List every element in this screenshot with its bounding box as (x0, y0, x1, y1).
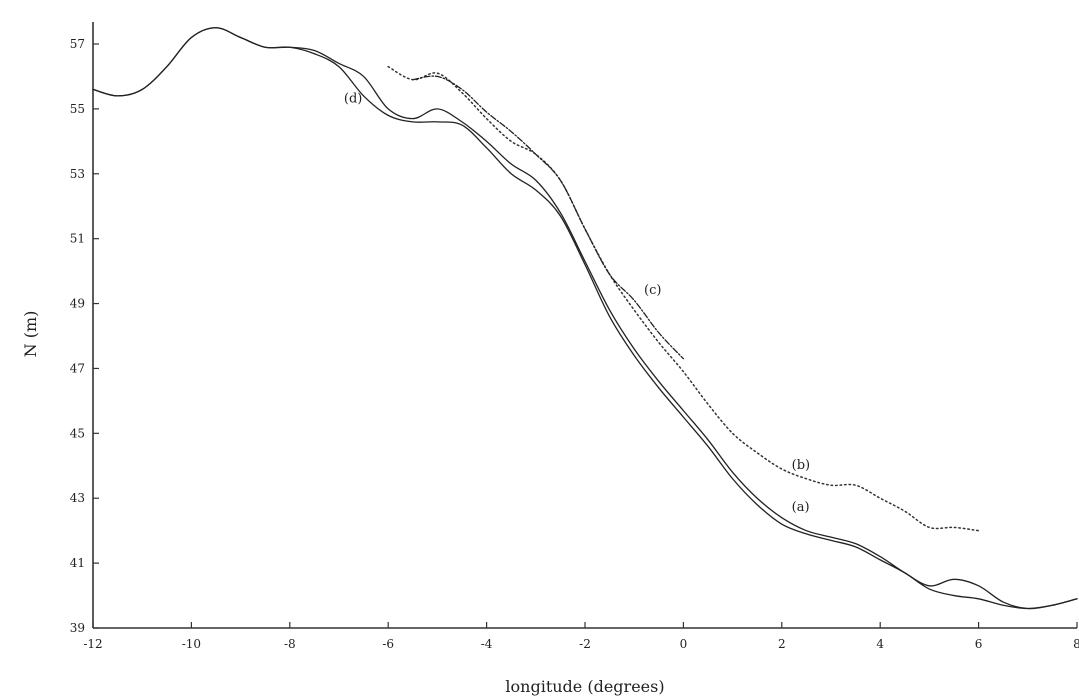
x-tick-label: 4 (876, 637, 884, 651)
x-tick-label: 6 (975, 637, 983, 651)
x-tick-label: 2 (778, 637, 786, 651)
series-label: (c) (644, 283, 661, 298)
y-tick-label: 55 (70, 102, 85, 116)
series-line-1 (92, 27, 1078, 610)
x-tick-label: -4 (481, 637, 493, 651)
y-tick-label: 53 (70, 167, 85, 181)
series-labels: (a) (b) (c) (d) (344, 91, 810, 515)
y-tick-label: 45 (70, 426, 85, 440)
series-line-2 (92, 27, 1078, 610)
series-line-3 (387, 65, 980, 532)
y-tick-label: 49 (70, 297, 85, 311)
x-tick-label: 8 (1073, 637, 1079, 651)
y-axis-title: N (m) (21, 311, 40, 358)
y-tick-label: 51 (70, 232, 85, 246)
series-lines (92, 27, 1078, 610)
x-tick-label: -12 (83, 637, 102, 651)
series-label: (a) (792, 500, 810, 515)
x-tick-label: -6 (382, 637, 394, 651)
series-label: (b) (792, 458, 810, 473)
series-label: (d) (344, 91, 362, 106)
x-tick-label: -10 (182, 637, 201, 651)
x-tick-label: -2 (579, 637, 591, 651)
y-tick-label: 41 (70, 556, 85, 570)
y-tick-label: 39 (70, 621, 85, 635)
x-tick-label: 0 (680, 637, 688, 651)
y-tick-label: 43 (70, 491, 85, 505)
y-tick-label: 57 (70, 37, 85, 51)
x-tick-label: -8 (284, 637, 296, 651)
axes: -12 -10 -8 -6 -4 -2 0 2 4 6 8 39 41 43 45 47 49 51 53 55 57 (70, 22, 1079, 651)
y-tick-label: 47 (70, 361, 85, 375)
series-line-4 (412, 75, 685, 360)
x-axis-title: longitude (degrees) (505, 677, 664, 696)
